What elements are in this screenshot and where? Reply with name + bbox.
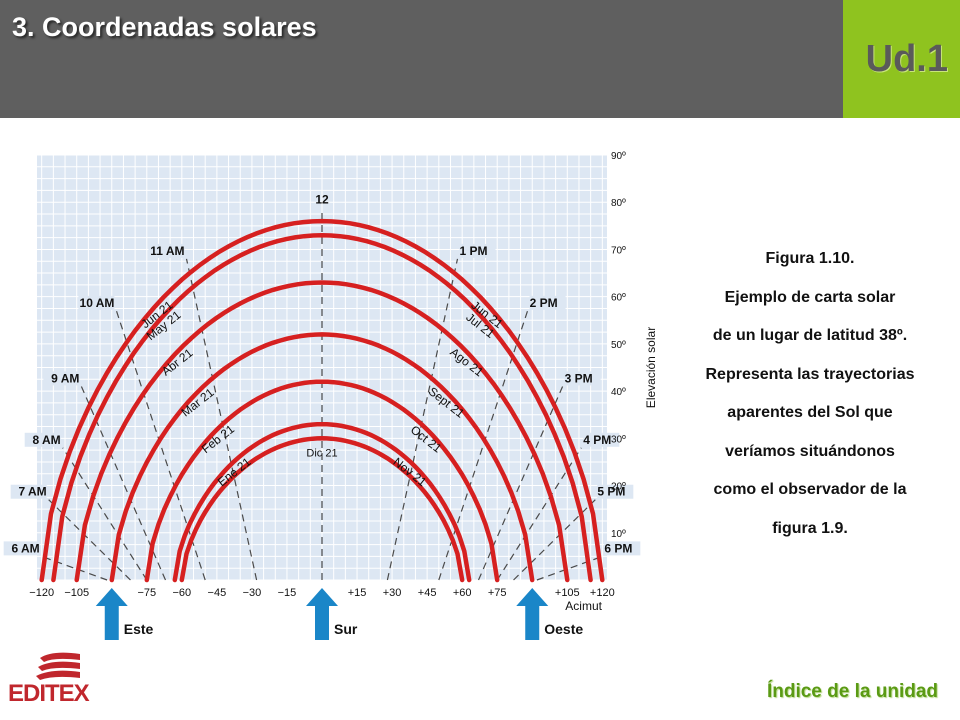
x-axis-label: Acimut xyxy=(565,599,602,613)
unit-badge: Ud.1 xyxy=(843,0,960,118)
hour-label-bg xyxy=(529,295,566,310)
caption-line: Figura 1.10. xyxy=(765,250,855,267)
hour-label-bg xyxy=(148,243,185,258)
x-tick-label: +60 xyxy=(453,587,472,599)
hour-label-bg xyxy=(583,432,620,447)
hour-label-bg xyxy=(3,541,40,556)
hour-label-bg xyxy=(10,484,47,499)
caption-line: veríamos situándonos xyxy=(725,442,895,460)
direction-label: Sur xyxy=(334,621,358,637)
header-bar: 3. Coordenadas solares xyxy=(0,0,843,118)
hour-label-bg xyxy=(459,243,496,258)
sun-path-curve xyxy=(39,218,605,583)
x-tick-label: −30 xyxy=(243,587,262,599)
caption-line: figura 1.9. xyxy=(772,519,848,537)
y-tick-label: 60º xyxy=(611,293,626,304)
direction-label: Este xyxy=(124,621,154,637)
x-tick-label: −105 xyxy=(64,587,89,599)
editex-logo: EDITEX xyxy=(8,648,108,712)
y-tick-label: 40º xyxy=(611,387,626,398)
hour-label: 2 PM xyxy=(530,296,558,310)
hour-label: 9 AM xyxy=(51,371,79,385)
x-tick-label: +120 xyxy=(590,587,615,599)
y-tick-label: 70º xyxy=(611,245,626,256)
sun-path-curve xyxy=(179,436,465,583)
x-tick-label: −60 xyxy=(173,587,192,599)
x-tick-label: +30 xyxy=(383,587,402,599)
hour-label: 5 PM xyxy=(597,485,625,499)
hour-label-bg xyxy=(78,295,115,310)
hour-label-bg xyxy=(564,371,601,386)
hour-label: 8 AM xyxy=(32,433,60,447)
x-tick-label: +105 xyxy=(555,587,580,599)
y-tick-label: 10º xyxy=(611,529,626,540)
y-tick-label: 50º xyxy=(611,340,626,351)
y-tick-label: 90º xyxy=(611,151,626,162)
hour-line xyxy=(185,258,258,581)
hour-line xyxy=(496,447,582,581)
x-tick-label: −120 xyxy=(29,587,54,599)
hour-label-bg xyxy=(604,541,641,556)
hour-label: 3 PM xyxy=(565,371,593,385)
y-tick-label: 20º xyxy=(611,482,626,493)
logo-text: EDITEX xyxy=(8,680,90,707)
up-arrow-icon xyxy=(516,588,549,640)
x-tick-label: −15 xyxy=(278,587,297,599)
index-link[interactable]: Índice de la unidad xyxy=(766,681,938,702)
month-label: Dic 21 xyxy=(306,447,337,459)
up-arrow-icon xyxy=(306,588,338,640)
hour-label: 6 PM xyxy=(604,541,632,555)
caption-line: como el observador de la xyxy=(713,481,907,498)
caption-line: de un lugar de latitud 38º. xyxy=(712,327,908,344)
caption-line: Ejemplo de carta solar xyxy=(724,288,896,306)
sun-path-curve xyxy=(144,379,500,583)
hour-label: 11 AM xyxy=(150,244,184,258)
hour-label: 6 AM xyxy=(11,541,39,555)
figure-caption: Figura 1.10. Ejemplo de carta solar de u… xyxy=(660,240,960,548)
solar-chart: 6 AM 7 AM 8 AM 9 AM 10 AM 11 AM 12 1 PM 2 PM 3 PM… xyxy=(3,151,658,640)
page-title: 3. Coordenadas solares xyxy=(12,12,317,42)
hour-label-bg xyxy=(43,371,80,386)
hour-label-bg xyxy=(24,432,61,447)
hour-line xyxy=(386,258,459,581)
hour-label: 1 PM xyxy=(459,244,487,258)
x-tick-label: +45 xyxy=(418,587,437,599)
unit-label: Ud.1 xyxy=(865,38,948,80)
sun-path-curve xyxy=(74,280,570,583)
hour-label: 10 AM xyxy=(80,296,115,310)
y-tick-label: 30º xyxy=(611,434,626,445)
x-tick-label: −45 xyxy=(208,587,227,599)
y-axis-label: Elevación solar xyxy=(644,327,658,408)
x-tick-label: +75 xyxy=(488,587,507,599)
sun-path-curve xyxy=(172,421,472,583)
up-arrow-icon xyxy=(95,588,128,640)
sun-path-curve xyxy=(109,332,535,583)
direction-label: Oeste xyxy=(544,621,583,637)
sun-path-curve xyxy=(51,233,593,583)
x-tick-label: +15 xyxy=(348,587,367,599)
y-tick-label: 80º xyxy=(611,198,626,209)
hour-label: 7 AM xyxy=(18,485,46,499)
hour-line xyxy=(62,447,148,581)
hour-label-bg xyxy=(597,484,634,499)
hour-label: 4 PM xyxy=(583,433,611,447)
hour-label: 12 xyxy=(315,193,329,207)
x-tick-label: −75 xyxy=(137,587,156,599)
caption-line: Representa las trayectorias xyxy=(705,365,915,383)
caption-line: aparentes del Sol que xyxy=(727,404,893,421)
editex-logo-icon xyxy=(36,652,80,680)
